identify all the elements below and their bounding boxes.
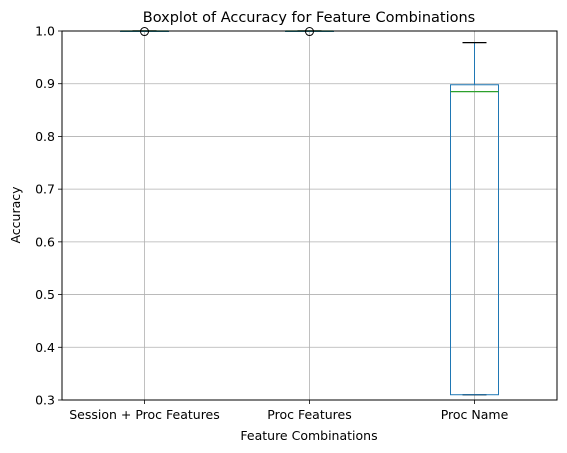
y-axis-label: Accuracy [8,186,23,244]
y-tick-label: 0.3 [35,393,55,408]
grid-layer [62,31,557,400]
y-tick-label: 0.6 [35,234,55,249]
x-tick-label: Session + Proc Features [69,407,220,422]
y-tick-label: 0.9 [35,76,55,91]
y-tick-label: 0.5 [35,287,55,302]
x-tick-label: Proc Name [441,407,509,422]
y-tick-label: 0.4 [35,340,55,355]
y-tick-label: 1.0 [35,24,55,39]
ticks-layer: 0.3 0.4 0.5 0.6 0.7 0.8 0.9 1.0 Session + Proc F… [35,24,508,423]
x-axis-label: Feature Combinations [240,428,377,443]
y-tick-label: 0.8 [35,129,55,144]
chart-title: Boxplot of Accuracy for Feature Combinat… [143,10,475,26]
x-tick-label: Proc Features [267,407,351,422]
y-tick-label: 0.7 [35,182,55,197]
